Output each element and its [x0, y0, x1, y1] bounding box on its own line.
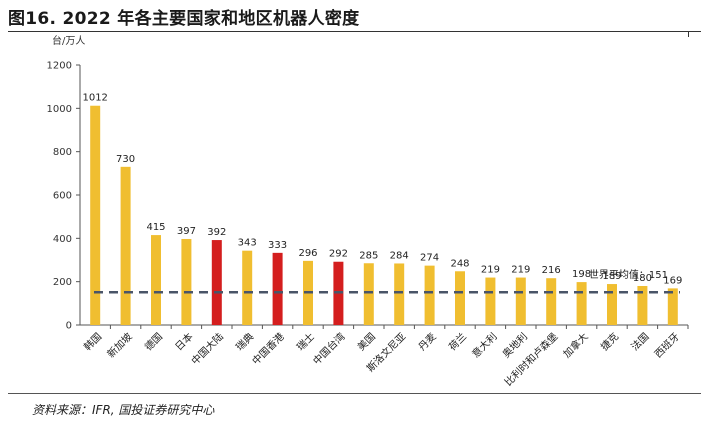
x-tick-label: 法国 [628, 330, 651, 353]
bar-value-label: 189 [602, 271, 621, 282]
bar [90, 105, 101, 325]
bar-value-label: 169 [663, 275, 682, 286]
x-tick-label: 新加坡 [104, 330, 134, 360]
bar [151, 235, 161, 325]
source-rule [8, 393, 701, 394]
bar-value-label: 284 [390, 250, 409, 261]
bar [515, 277, 526, 325]
y-axis-label: 台/万人 [52, 34, 85, 47]
x-tick-label: 中国香港 [249, 330, 286, 367]
x-tick-label: 中国台湾 [310, 330, 347, 367]
world-average-label: 世界平均值：151 [589, 268, 668, 281]
bar-value-label: 216 [542, 265, 561, 276]
x-tick-label: 捷克 [598, 330, 621, 353]
bar [363, 263, 374, 325]
bar-value-label: 198 [572, 269, 591, 280]
bar-value-label: 392 [207, 227, 226, 238]
bar [120, 166, 131, 325]
y-tick-label: 200 [53, 277, 72, 288]
y-tick-label: 1200 [47, 61, 72, 72]
bar [607, 284, 617, 325]
bar-value-label: 415 [146, 222, 165, 233]
bar-value-label: 219 [511, 265, 530, 276]
bar-value-label: 219 [481, 265, 500, 276]
y-tick-label: 800 [53, 147, 72, 158]
x-tick-label: 奥地利 [500, 330, 530, 360]
y-tick-label: 1000 [47, 104, 72, 115]
x-tick-label: 意大利 [469, 330, 499, 360]
title-rule [8, 31, 701, 32]
bar [576, 282, 587, 325]
x-tick-label: 德国 [142, 330, 165, 353]
bar-value-label: 397 [177, 226, 196, 237]
bar [455, 271, 465, 325]
bar-value-label: 285 [359, 250, 378, 261]
bar [667, 288, 678, 325]
y-tick-label: 400 [53, 234, 72, 245]
x-tick-label: 中国大陆 [188, 330, 225, 367]
bar [485, 277, 496, 325]
bar-value-label: 180 [633, 273, 652, 284]
source-note: 资料来源：IFR, 国投证券研究中心 [32, 403, 215, 417]
bar-chart: 0 200 400 600 800 1000 1200 台/万人 1012 韩国 730 新加坡 415… [47, 34, 689, 389]
x-tick-label: 瑞士 [294, 330, 317, 353]
x-tick-label: 瑞典 [233, 330, 256, 353]
bar-value-label: 343 [238, 238, 257, 249]
y-tick-label: 0 [66, 321, 72, 332]
figure-title: 图16. 2022 年各主要国家和地区机器人密度 [8, 9, 360, 29]
bar-value-label: 292 [329, 249, 348, 260]
bar-value-label: 296 [298, 248, 317, 259]
x-tick-label: 韩国 [81, 330, 104, 353]
bar-value-label: 1012 [82, 93, 107, 104]
bar [546, 278, 557, 325]
bar [181, 238, 192, 325]
bar [424, 265, 435, 325]
bar-value-label: 333 [268, 240, 287, 251]
x-tick-label: 西班牙 [652, 331, 682, 361]
x-tick-label: 丹麦 [416, 331, 439, 354]
x-tick-label: 比利时和卢森堡 [502, 330, 561, 389]
x-tick-label: 加拿大 [560, 330, 590, 360]
bar-value-label: 248 [450, 258, 469, 269]
title-rule-tick [688, 31, 689, 37]
bar [272, 252, 283, 325]
y-tick-label: 600 [53, 191, 72, 202]
bar [242, 250, 253, 325]
bar-value-label: 730 [116, 154, 135, 165]
bar-value-label: 274 [420, 253, 439, 264]
x-tick-label: 美国 [355, 330, 378, 353]
x-tick-label: 日本 [172, 330, 195, 353]
x-tick-label: 荷兰 [446, 330, 469, 353]
bar [211, 240, 222, 325]
bar [637, 286, 648, 325]
bar [394, 263, 405, 325]
